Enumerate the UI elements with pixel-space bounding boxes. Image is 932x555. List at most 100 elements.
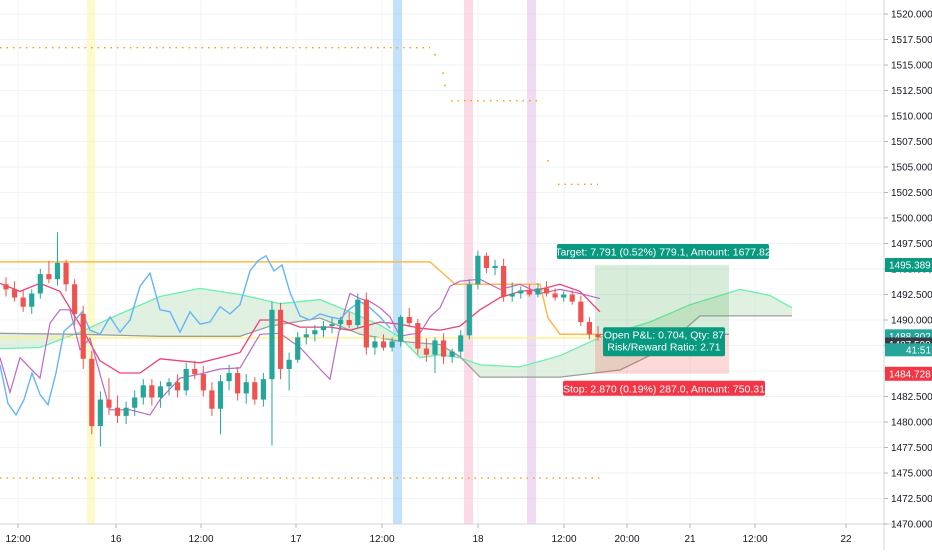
- candle[interactable]: [140, 379, 146, 405]
- candle[interactable]: [277, 302, 284, 380]
- candle[interactable]: [132, 390, 138, 416]
- candle[interactable]: [406, 307, 412, 328]
- candle[interactable]: [543, 281, 550, 297]
- candle[interactable]: [20, 290, 26, 312]
- candle[interactable]: [458, 330, 464, 357]
- candle[interactable]: [303, 328, 309, 345]
- price-axis-label[interactable]: 1495.389: [885, 258, 932, 273]
- candle[interactable]: [123, 401, 129, 425]
- candle[interactable]: [235, 366, 241, 401]
- y-tick-label: 1512.500: [891, 86, 932, 97]
- candle[interactable]: [389, 337, 395, 352]
- candle[interactable]: [217, 375, 224, 435]
- candle[interactable]: [11, 281, 18, 302]
- candle[interactable]: [46, 260, 52, 284]
- candle[interactable]: [192, 360, 198, 380]
- candle[interactable]: [243, 374, 249, 404]
- session-band: [464, 0, 473, 524]
- candle[interactable]: [483, 252, 490, 274]
- y-tick-label: 1480.000: [891, 418, 932, 429]
- candle-body: [243, 382, 249, 394]
- candle-body: [406, 316, 412, 324]
- candle[interactable]: [449, 348, 455, 363]
- candle[interactable]: [63, 259, 69, 292]
- candle[interactable]: [398, 314, 404, 347]
- candle[interactable]: [106, 378, 112, 415]
- candle-body: [11, 289, 18, 298]
- candle[interactable]: [37, 269, 43, 299]
- candle-body: [535, 288, 541, 295]
- candle[interactable]: [329, 317, 335, 334]
- candle-body: [509, 293, 515, 297]
- candle[interactable]: [174, 374, 181, 398]
- candle[interactable]: [526, 284, 532, 297]
- dotted-marker: [434, 53, 436, 56]
- candle[interactable]: [440, 333, 447, 364]
- candle[interactable]: [29, 289, 35, 314]
- x-tick-label: 12:00: [551, 534, 576, 545]
- candle[interactable]: [338, 316, 344, 331]
- candle[interactable]: [466, 279, 472, 340]
- price-axis-label[interactable]: 1484.728: [885, 366, 932, 381]
- candle[interactable]: [586, 316, 593, 340]
- candle[interactable]: [252, 377, 258, 405]
- candle[interactable]: [569, 290, 575, 305]
- candle[interactable]: [595, 326, 601, 341]
- candle[interactable]: [535, 283, 541, 298]
- candle-body: [183, 368, 189, 391]
- candle[interactable]: [97, 391, 103, 447]
- candle[interactable]: [157, 381, 164, 408]
- candle[interactable]: [286, 352, 292, 391]
- candles[interactable]: [3, 232, 601, 447]
- candle[interactable]: [89, 350, 95, 435]
- candle[interactable]: [260, 373, 266, 407]
- candle[interactable]: [475, 250, 481, 290]
- candle[interactable]: [492, 259, 498, 276]
- position-tool[interactable]: [595, 265, 729, 374]
- candle[interactable]: [200, 365, 206, 397]
- candle[interactable]: [415, 318, 421, 355]
- candle[interactable]: [509, 282, 515, 302]
- candle-body: [543, 288, 550, 294]
- candle[interactable]: [363, 292, 369, 355]
- candle[interactable]: [320, 321, 327, 338]
- candle-body: [398, 316, 404, 342]
- candle[interactable]: [72, 279, 78, 326]
- candle-body: [346, 320, 352, 326]
- candle[interactable]: [295, 332, 301, 363]
- candle[interactable]: [552, 288, 558, 301]
- candle[interactable]: [518, 286, 524, 299]
- candle-body: [132, 397, 138, 408]
- candle[interactable]: [226, 364, 232, 391]
- candle[interactable]: [269, 301, 275, 446]
- candle[interactable]: [183, 362, 189, 396]
- candle-body: [295, 337, 301, 360]
- candle[interactable]: [312, 325, 318, 342]
- candle[interactable]: [423, 338, 430, 362]
- candle-body: [174, 382, 181, 391]
- candle[interactable]: [54, 232, 61, 286]
- candle[interactable]: [166, 378, 172, 396]
- candle-body: [46, 274, 52, 280]
- candle[interactable]: [149, 379, 155, 406]
- candle[interactable]: [80, 305, 86, 369]
- candle[interactable]: [3, 277, 9, 297]
- candle[interactable]: [561, 291, 567, 302]
- y-tick-label: 1505.000: [891, 163, 932, 174]
- y-tick-label: 1477.500: [891, 443, 932, 454]
- x-tick-label: 12:00: [5, 534, 30, 545]
- candle[interactable]: [355, 293, 361, 329]
- candle[interactable]: [372, 336, 378, 355]
- candle[interactable]: [578, 295, 584, 327]
- y-tick-label: 1515.000: [891, 61, 932, 72]
- candle-body: [277, 309, 284, 369]
- candle[interactable]: [432, 337, 438, 374]
- candle[interactable]: [380, 334, 387, 351]
- candle[interactable]: [114, 395, 121, 424]
- candle[interactable]: [346, 311, 352, 329]
- candle[interactable]: [501, 258, 507, 302]
- candle[interactable]: [209, 382, 215, 416]
